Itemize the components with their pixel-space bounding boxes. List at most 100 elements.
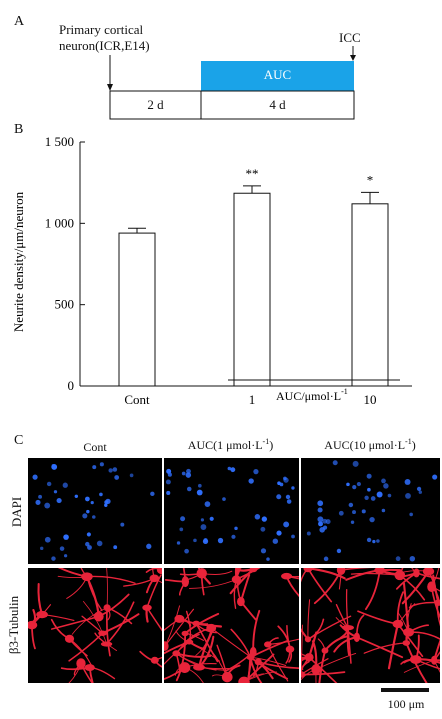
nucleus-dot [276,494,282,500]
timeline-phase1-box [109,90,202,120]
soma [434,599,440,606]
group-label-text: AUC/μmol·L [276,389,341,403]
soma [156,568,162,575]
nucleus-dot [366,473,372,479]
soma [374,568,386,574]
soma [196,568,207,579]
soma [304,636,312,643]
nucleus-dot [348,502,354,508]
nucleus-dot [370,496,376,501]
nucleus-dot [179,527,184,532]
soma [172,650,181,657]
neurite [146,574,162,609]
nucleus-dot [352,485,357,490]
nucleus-dot [202,538,209,545]
soma [303,568,313,573]
scale-bar [381,688,429,692]
nucleus-dot [85,496,90,502]
column-header-auc10-close: ) [411,438,416,452]
nucleus-dot [51,463,55,468]
soma [285,645,295,653]
nucleus-dot [387,493,392,498]
nucleus-dot [381,508,386,513]
soma [254,658,262,666]
nucleus-dot [92,465,97,470]
dapi-panel [301,458,440,564]
nucleus-dot [277,481,281,486]
scale-bar-label: 100 μm [387,697,425,711]
nucleus-dot [113,545,118,550]
tubulin-panel [28,568,162,683]
column-header-cont-text: Cont [83,440,107,454]
neurite [175,632,187,682]
nucleus-dot [261,516,268,522]
column-header-auc1-sup: -1 [262,437,270,446]
bar [118,232,156,387]
nucleus-dot [404,478,411,485]
nucleus-dot [325,519,331,525]
nucleus-dot [108,468,113,473]
nucleus-dot [266,557,270,561]
y-tick-label: 500 [55,297,75,312]
nucleus-dot [254,514,261,520]
nucleus-dot [209,516,214,521]
nucleus-dot [166,490,171,495]
y-tick-label: 1 000 [45,215,74,230]
soma [301,671,306,678]
nucleus-dot [181,471,186,476]
neurite [82,601,107,645]
soma [342,625,354,631]
chart-x-labels: Cont 1 10 [124,392,376,407]
nucleus-dot [283,521,290,528]
nucleus-dot [317,500,324,507]
y-tick-label: 1 500 [45,134,74,149]
soma [174,614,185,623]
nucleus-dot [395,556,401,562]
nucleus-dot [120,522,125,527]
neurite [105,606,111,657]
nucleus-dot [146,543,152,549]
nucleus-dot [409,512,413,517]
soma [76,658,86,669]
soma [246,654,255,661]
soma [304,653,314,662]
soma [28,620,38,630]
row-label-tubulin: β3-Tubulin [6,595,21,655]
nucleus-dot [99,492,103,497]
nucleus-dot [150,491,155,497]
timeline-start-label-line2: neuron(ICR,E14) [59,38,150,53]
nucleus-dot [253,468,259,475]
nucleus-dot [59,546,65,551]
nucleus-dot [432,474,438,480]
soma [422,568,435,576]
nucleus-dot [283,477,289,483]
neurite [175,652,217,671]
nucleus-dot [367,487,371,492]
nucleus-dot [165,479,171,485]
nucleus-dot [62,482,68,488]
nucleus-dot [272,538,279,544]
soma [250,568,258,573]
soma [185,639,194,645]
auc-treatment-label: AUC [263,67,292,82]
nucleus-dot [260,526,266,532]
nucleus-dot [260,548,267,554]
microscopy-grid [28,458,440,683]
bar [233,192,271,387]
nucleus-dot [291,486,295,490]
dapi-panel [28,458,162,564]
nucleus-dot [356,482,361,487]
soma [264,641,272,648]
timeline-end-arrowhead [350,55,356,61]
nucleus-dot [193,538,197,543]
neurite [164,608,195,647]
nucleus-dot [405,492,411,499]
nucleus-dot [381,478,386,484]
soma [394,570,406,581]
timeline-end-label: ICC [339,30,361,45]
soma [181,630,189,637]
nucleus-dot [180,516,186,522]
soma [100,641,113,647]
neurite [301,660,310,676]
